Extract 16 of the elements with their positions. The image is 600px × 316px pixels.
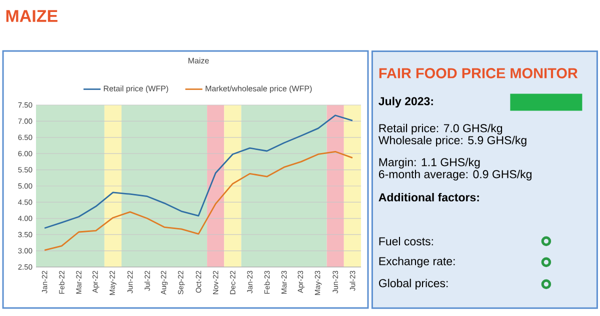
text: Wholesale price: 5.9 GHS/kg [378,136,526,147]
chart-title: MAIZE [6,10,58,22]
text: FAIR FOOD PRICE MONITOR [379,68,578,78]
text: Fuel costs: [379,236,433,246]
text: Exchange rate: [379,256,455,268]
line-series [44,150,354,251]
legend-label: Retail price (WFP) [104,85,168,93]
legend-label: Market/wholesale price (WFP) [206,85,312,93]
text: Additional factors: [378,192,479,202]
text: Retail price: 7.0 GHS/kg [379,124,502,135]
text: 6-month average: 0.9 GHS/kg [378,170,532,181]
chart-subtitle: Maize [188,58,209,64]
line-series [44,114,354,229]
text: July 2023: [378,96,433,108]
text: Global prices: [378,278,448,290]
text: Margin: 1.1 GHS/kg [379,158,480,169]
